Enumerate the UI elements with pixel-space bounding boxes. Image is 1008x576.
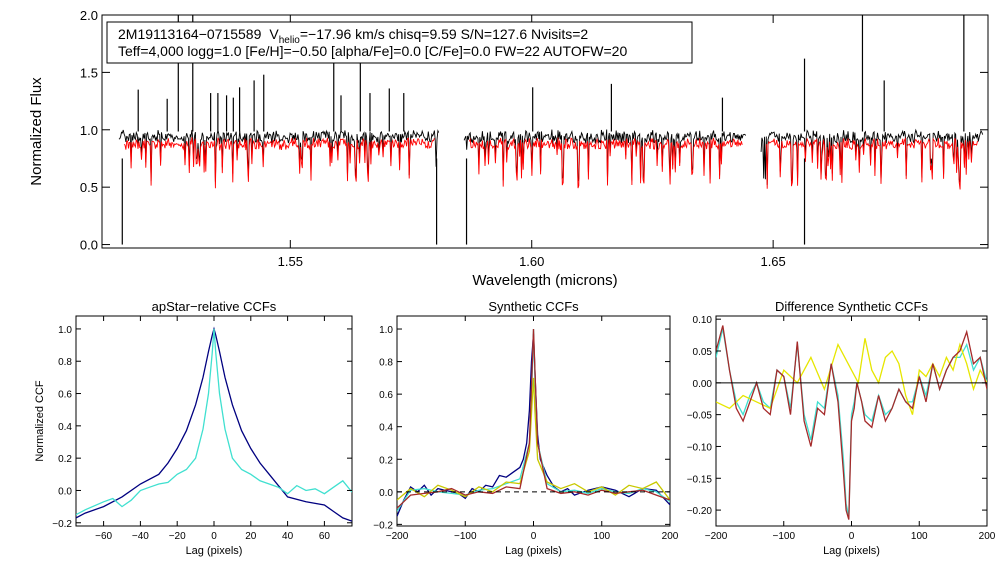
x-tick-label: 0 xyxy=(211,531,217,542)
ccf-series-synth1 xyxy=(397,328,670,512)
x-tick-label: −100 xyxy=(454,531,477,542)
spectrum-plot-frame xyxy=(101,14,989,249)
difference-ccf-axis-ticks: −200 −100 0 100 200 −0.20 −0.15 −0.10 −0.05 0.00 0… xyxy=(687,315,996,542)
synthetic-ccf-title: Synthetic CCFs xyxy=(488,299,579,314)
difference-ccf-panel: Difference Synthetic CCFs −200 −100 0 100 20… xyxy=(687,299,996,557)
y-tick-label: 0.4 xyxy=(379,423,393,434)
x-tick-label: 60 xyxy=(319,531,331,542)
x-tick-label: 200 xyxy=(979,531,996,542)
ccf-series-narrow xyxy=(76,328,352,516)
info-line1-rest: =−17.96 km/s chisq=9.59 S/N=127.6 Nvisit… xyxy=(300,26,589,42)
y-tick-label: 0.8 xyxy=(58,357,72,368)
apstar-ccf-title: apStar−relative CCFs xyxy=(152,299,277,314)
synthetic-ccf-series-group xyxy=(397,328,670,517)
info-line-2: Teff=4,000 logg=1.0 [Fe/H]=−0.50 [alpha/… xyxy=(118,43,627,59)
apstar-ccf-panel: apStar−relative CCFs −60 −40 −20 0 20 40 60 −0.… xyxy=(34,299,353,557)
observed-spectrum-chip-3 xyxy=(760,128,984,185)
y-tick-label: 0.0 xyxy=(58,486,72,497)
y-tick-label: 1.0 xyxy=(80,123,98,138)
x-tick-label: 1.60 xyxy=(519,254,544,269)
info-v-subscript: helio xyxy=(279,35,301,46)
ccf-series-wide xyxy=(76,326,352,522)
y-tick-label: 1.0 xyxy=(379,325,393,336)
x-tick-label: 100 xyxy=(911,531,928,542)
y-tick-label: −0.10 xyxy=(687,442,713,453)
x-tick-label: −200 xyxy=(705,531,728,542)
difference-ccf-series-group xyxy=(716,325,987,520)
y-tick-label: 0.4 xyxy=(58,422,72,433)
difference-ccf-x-axis-label: Lag (pixels) xyxy=(823,545,880,557)
x-tick-label: 0 xyxy=(531,531,537,542)
model-spectrum-chip-1 xyxy=(123,137,435,189)
spectrum-axis-ticks: 1.55 1.60 1.65 0.0 0.5 1.0 1.5 2.0 xyxy=(80,8,988,269)
x-tick-label: −60 xyxy=(95,531,112,542)
synthetic-ccf-x-axis-label: Lag (pixels) xyxy=(505,545,562,557)
apstar-ccf-axis-ticks: −60 −40 −20 0 20 40 60 −0.2 0.0 0.2 0.4 0.6 0.8 1.0 xyxy=(52,316,352,542)
ccf-series-synth3 xyxy=(397,328,670,509)
x-tick-label: −40 xyxy=(132,531,149,542)
x-tick-label: 40 xyxy=(282,531,294,542)
y-tick-label: 0.6 xyxy=(58,390,72,401)
synthetic-ccf-axis-ticks: −200 −100 0 100 200 −0.2 0.0 0.2 0.4 0.6 0.8 1.0 xyxy=(373,316,679,542)
apstar-ccf-series-group xyxy=(76,326,352,522)
y-tick-label: 0.05 xyxy=(693,347,713,358)
y-tick-label: −0.05 xyxy=(687,411,713,422)
info-v-prefix: V xyxy=(269,26,279,42)
y-tick-label: 0.0 xyxy=(379,488,393,499)
spectrum-x-axis-label: Wavelength (microns) xyxy=(472,272,617,289)
x-tick-label: 200 xyxy=(662,531,679,542)
y-tick-label: 1.0 xyxy=(58,325,72,336)
ccf-series-combined xyxy=(397,333,670,517)
observed-spectrum-chip-1 xyxy=(118,129,440,182)
observed-spectrum-chip-2 xyxy=(463,129,747,182)
y-tick-label: −0.15 xyxy=(687,474,713,485)
difference-ccf-title: Difference Synthetic CCFs xyxy=(775,299,928,314)
ccf-series-synth2 xyxy=(397,377,670,501)
y-tick-label: −0.2 xyxy=(373,520,393,531)
x-tick-label: 0 xyxy=(849,531,855,542)
apstar-ccf-plot-frame xyxy=(75,315,353,527)
ccf-series-diff3 xyxy=(716,325,987,520)
y-tick-label: 0.2 xyxy=(58,454,72,465)
y-tick-label: 0.00 xyxy=(693,379,713,390)
apstar-ccf-x-axis-label: Lag (pixels) xyxy=(186,545,243,557)
y-tick-label: 0.0 xyxy=(80,238,98,253)
y-tick-label: 1.5 xyxy=(80,65,98,80)
x-tick-label: −100 xyxy=(772,531,795,542)
x-tick-label: −20 xyxy=(169,531,186,542)
y-tick-label: 0.10 xyxy=(693,315,713,326)
y-tick-label: 0.6 xyxy=(379,390,393,401)
y-tick-label: −0.20 xyxy=(687,506,713,517)
info-star-id: 2M19113164−0715589 xyxy=(118,26,262,42)
spectrum-y-axis-label: Normalized Flux xyxy=(28,77,45,186)
x-tick-label: 100 xyxy=(593,531,610,542)
info-box xyxy=(106,21,693,64)
y-tick-label: 2.0 xyxy=(80,8,98,23)
ccf-series-diff2 xyxy=(716,338,987,415)
y-tick-label: −0.2 xyxy=(52,519,72,530)
model-spectrum-chip-3 xyxy=(765,136,978,190)
synthetic-ccf-panel: Synthetic CCFs −200 −100 0 100 200 −0.2 0.0 0.2… xyxy=(373,299,679,557)
y-tick-label: 0.8 xyxy=(379,358,393,369)
x-tick-label: 1.65 xyxy=(760,254,785,269)
info-line-1: 2M19113164−0715589 Vhelio=−17.96 km/s chi… xyxy=(118,26,588,46)
apstar-ccf-y-axis-label: Normalized CCF xyxy=(34,380,46,462)
x-tick-label: −200 xyxy=(386,531,409,542)
x-tick-label: 20 xyxy=(245,531,257,542)
spectrum-panel: 1.55 1.60 1.65 0.0 0.5 1.0 1.5 2.0 2M19113164−0… xyxy=(28,8,989,289)
y-tick-label: 0.2 xyxy=(379,455,393,466)
model-spectrum-chip-2 xyxy=(468,137,743,189)
y-tick-label: 0.5 xyxy=(80,180,98,195)
x-tick-label: 1.55 xyxy=(278,254,303,269)
